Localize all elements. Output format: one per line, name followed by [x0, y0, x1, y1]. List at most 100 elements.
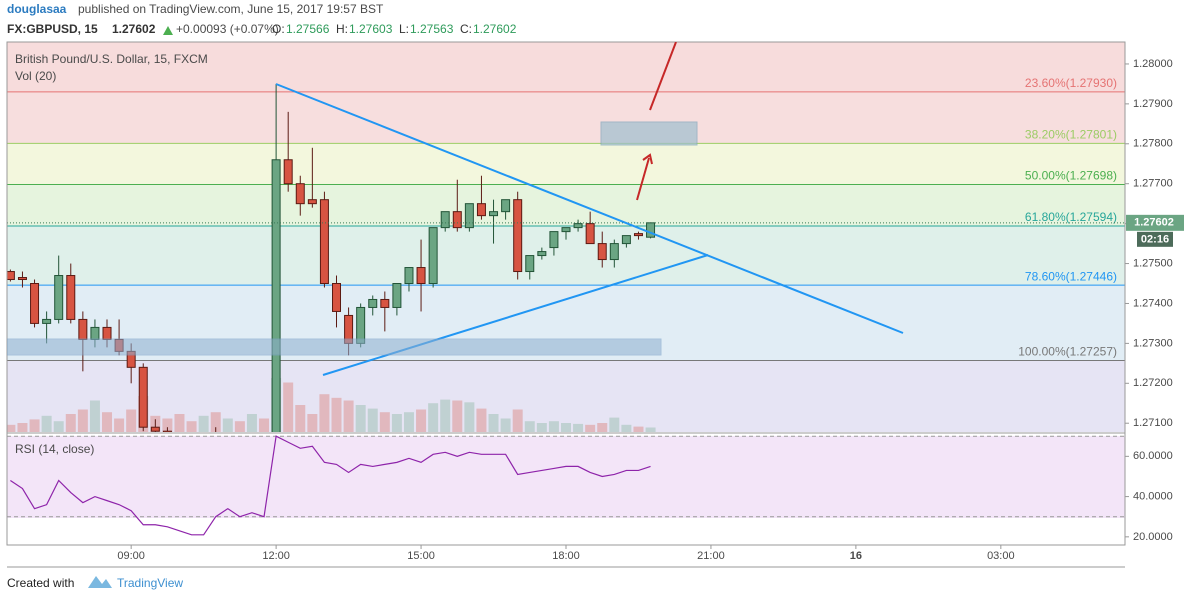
fib-label: 61.80%(1.27594) [1025, 210, 1117, 224]
candle-body [102, 326, 112, 340]
arrowhead [642, 153, 653, 165]
candle-body [476, 203, 486, 217]
volume-bar [126, 409, 137, 432]
c-label: C: [460, 22, 472, 36]
change: +0.00093 (+0.07%) [176, 22, 279, 36]
candle-body [162, 430, 172, 432]
y-tick-label: 1.27700 [1133, 178, 1173, 190]
y-tick-label: 1.27500 [1133, 257, 1173, 269]
volume-bar [379, 412, 390, 432]
fib-zone [7, 42, 1125, 92]
countdown-tag [1137, 231, 1173, 247]
volume-bar [367, 408, 378, 432]
candle-body [271, 159, 281, 432]
candle-body [42, 318, 52, 324]
h-label: H: [336, 22, 348, 36]
y-tick-label: 1.27900 [1133, 98, 1173, 110]
candle-body [464, 203, 474, 229]
candle-body [428, 227, 438, 285]
volume-bar [512, 409, 523, 432]
candle-body [283, 159, 293, 185]
legend: British Pound/U.S. Dollar, 15, FXCM [15, 52, 208, 66]
y-tick-label: 1.27400 [1133, 297, 1173, 309]
candle-body [332, 283, 342, 312]
volume-bar [174, 414, 185, 432]
candle-body [66, 275, 76, 320]
volume-bar [524, 421, 535, 432]
candle-body [621, 235, 631, 245]
candle-body [404, 267, 414, 285]
volume-bar [403, 412, 414, 432]
candle-body [7, 271, 15, 281]
candle-body [307, 199, 317, 205]
candle-body [416, 267, 426, 285]
candle-body [597, 243, 607, 261]
candle-body [489, 211, 499, 217]
fib-zone [7, 360, 1125, 432]
high: 1.27603 [349, 22, 393, 36]
fib-label: 50.00%(1.27698) [1025, 169, 1117, 183]
volume-bar [633, 426, 644, 432]
volume-bar [77, 409, 88, 432]
y-tick-label: 1.27300 [1133, 337, 1173, 349]
candle-body [633, 233, 643, 237]
user: douglasaa [7, 2, 67, 16]
candle-body [525, 255, 535, 273]
zone [600, 121, 698, 146]
volume-bar [29, 419, 40, 432]
x-tick-label: 21:00 [697, 550, 725, 562]
volume-bar [114, 418, 125, 432]
volume-bar [162, 418, 173, 432]
x-tick-label: 09:00 [117, 550, 145, 562]
candle-body [356, 306, 366, 344]
volume-bar [7, 424, 16, 432]
candle-body [537, 251, 547, 257]
fib-zone [7, 91, 1125, 144]
volume-bar [561, 423, 571, 432]
volume-bar [464, 402, 475, 432]
drawings [7, 42, 904, 376]
volume-bar [548, 421, 559, 432]
volume-bar [331, 397, 342, 432]
volume-bar [53, 421, 64, 432]
volume-bar [198, 415, 209, 432]
candle-body [440, 211, 450, 229]
x-tick-label: 12:00 [262, 550, 290, 562]
low: 1.27563 [410, 22, 454, 36]
price-tag [1126, 214, 1184, 231]
volume-bar [102, 412, 113, 432]
x-tick-label: 03:00 [987, 550, 1015, 562]
zone [7, 338, 662, 356]
volume-bar [222, 418, 233, 432]
candle-body [561, 227, 571, 233]
fib-label: 78.60%(1.27446) [1025, 269, 1117, 283]
volume-bar [186, 421, 197, 432]
volume-bar [645, 427, 656, 432]
candle-body [585, 223, 595, 245]
rsi-tick-label: 60.0000 [1133, 450, 1173, 462]
up-icon [163, 26, 173, 35]
candle-body [501, 199, 511, 213]
brand[interactable]: TradingView [117, 576, 183, 590]
candle-body [150, 426, 160, 432]
arrow [636, 157, 650, 201]
candle-body [138, 366, 148, 428]
volume-bar [89, 400, 100, 432]
volume-bar [246, 414, 257, 432]
candle-body [549, 231, 559, 249]
rsi-tick-label: 40.0000 [1133, 491, 1173, 503]
candle-body [609, 243, 619, 261]
price-panel: 23.60%(1.27930) 38.20%(1.27801) 50.00%(1.2… [7, 42, 1125, 432]
volume-bar [210, 412, 221, 432]
volume-bar [476, 408, 487, 432]
y-tick-label: 1.27200 [1133, 377, 1173, 389]
fib-zone [7, 143, 1125, 185]
volume-bar [41, 415, 52, 432]
volume-bar [488, 414, 499, 432]
candle-body [30, 283, 40, 324]
x-tick-label: 16 [850, 550, 862, 562]
volume-bar [597, 423, 608, 432]
candle-body [452, 211, 462, 229]
fib-zone [7, 184, 1125, 227]
